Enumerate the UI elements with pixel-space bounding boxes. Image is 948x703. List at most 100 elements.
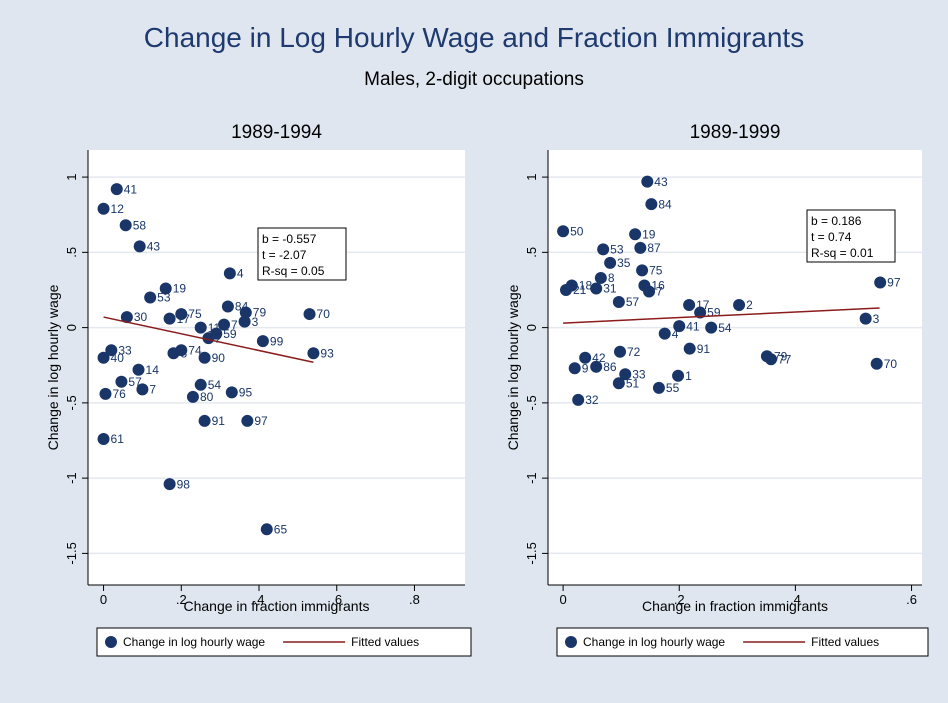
point-label: 41 [686, 319, 700, 333]
x-tick-label: .6 [906, 592, 917, 607]
x-tick-label: .6 [331, 592, 342, 607]
point [99, 387, 112, 400]
point-label: 2 [215, 331, 222, 345]
point-label: 99 [270, 334, 284, 348]
point [194, 321, 207, 334]
y-tick-label: .5 [64, 247, 79, 258]
point [256, 335, 269, 348]
legend-box [556, 627, 929, 657]
point [634, 241, 647, 254]
point-label: 33 [632, 367, 646, 381]
point [115, 375, 128, 388]
point [163, 478, 176, 491]
point-label: 75 [649, 264, 663, 278]
point-label: 7 [656, 285, 663, 299]
point-label: 87 [647, 241, 661, 255]
point-label: 17 [177, 312, 191, 326]
point-label: 95 [239, 386, 253, 400]
point-label: 17 [696, 298, 710, 312]
point [144, 291, 157, 304]
point [594, 271, 607, 284]
point-label: 7 [231, 318, 238, 332]
plot-area [88, 150, 465, 585]
point [683, 342, 696, 355]
point-label: 90 [212, 351, 226, 365]
y-tick-label: -1 [64, 472, 79, 484]
point [629, 228, 642, 241]
point-label: 74 [188, 343, 202, 357]
point [658, 327, 671, 340]
x-tick-label: .8 [409, 592, 420, 607]
point-label: 93 [320, 346, 334, 360]
legend-label: Fitted values [351, 635, 419, 649]
point-label: 59 [223, 327, 237, 341]
point [612, 377, 625, 390]
point-label: 19 [642, 227, 656, 241]
y-tick-label: 0 [64, 324, 79, 331]
point [110, 183, 123, 196]
point [694, 306, 707, 319]
point [672, 369, 685, 382]
y-axis-label: Change in log hourly wage [45, 284, 61, 450]
point [136, 383, 149, 396]
point [260, 523, 273, 536]
point-label: 57 [626, 295, 640, 309]
point-label: 76 [112, 387, 126, 401]
annotation-text: t = 0.74 [811, 230, 852, 244]
x-axis-label: Change in fraction immigrants [642, 598, 828, 614]
point-label: 79 [774, 349, 788, 363]
point-label: 97 [887, 276, 901, 290]
point-label: 7 [149, 382, 156, 396]
point [705, 321, 718, 334]
point [673, 320, 686, 333]
y-tick-label: -1.5 [64, 542, 79, 564]
point-label: 18 [579, 279, 593, 293]
point [225, 386, 238, 399]
y-tick-label: -.5 [524, 395, 539, 410]
point [641, 175, 654, 188]
point-label: 86 [603, 360, 617, 374]
x-tick-label: .2 [176, 592, 187, 607]
point-label: 75 [188, 307, 202, 321]
point [636, 264, 649, 277]
annotation-text: R-sq = 0.05 [262, 264, 325, 278]
annotation-text: t = -2.07 [262, 248, 307, 262]
point-label: 54 [208, 378, 222, 392]
point [163, 312, 176, 325]
fit-line [563, 307, 880, 324]
point [643, 285, 656, 298]
panel-title: 1989-1999 [690, 122, 781, 143]
point [120, 311, 133, 324]
point-label: 55 [666, 381, 680, 395]
point [870, 357, 883, 370]
point-label: 4 [237, 267, 244, 281]
x-axis-label: Change in fraction immigrants [184, 598, 370, 614]
y-tick-label: .5 [524, 247, 539, 258]
legend-label: Change in log hourly wage [583, 635, 725, 649]
x-tick-label: .2 [674, 592, 685, 607]
annotation-box [806, 209, 896, 263]
point-label: 30 [134, 310, 148, 324]
point [597, 243, 610, 256]
point-label: 54 [718, 321, 732, 335]
point [221, 300, 234, 313]
point [241, 414, 254, 427]
point [133, 240, 146, 253]
point [652, 381, 665, 394]
point-label: 43 [654, 175, 668, 189]
x-tick-label: 0 [100, 592, 107, 607]
x-tick-label: 0 [559, 592, 566, 607]
y-tick-label: -1.5 [524, 542, 539, 564]
point [175, 308, 188, 321]
point [590, 360, 603, 373]
point [223, 267, 236, 280]
y-tick-label: 1 [64, 173, 79, 180]
legend-label: Change in log hourly wage [123, 635, 265, 649]
point [198, 351, 211, 364]
y-tick-label: -1 [524, 472, 539, 484]
point-label: 31 [603, 282, 617, 296]
point [612, 296, 625, 309]
point-label: 91 [212, 414, 226, 428]
point [572, 393, 585, 406]
